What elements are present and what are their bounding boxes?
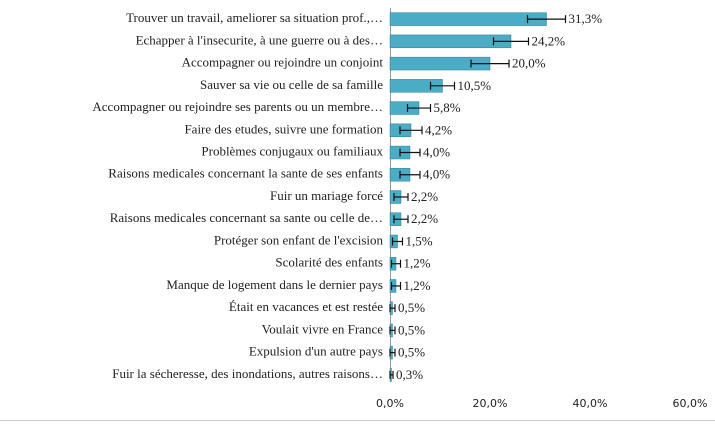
y-tick-label: Manque de logement dans le dernier pays [166,277,383,292]
error-bar [389,370,394,379]
error-bar [492,37,530,46]
x-tick-label: 60,0% [673,397,708,410]
value-label: 0,5% [398,345,425,360]
error-bar [393,215,409,224]
y-tick-label: Sauver sa vie ou celle de sa famille [200,77,383,92]
y-tick-label: Problèmes conjugaux ou familiaux [201,144,383,159]
y-tick-label: Faire des etudes, suivre une formation [184,121,383,136]
error-bar [390,281,402,290]
error-bar [389,304,396,313]
x-tick-label: 20,0% [473,397,508,410]
error-bar [399,148,421,157]
error-bar [391,237,404,246]
value-label: 31,3% [569,11,603,26]
y-tick-label: Fuir la sécheresse, des inondations, aut… [112,366,383,381]
value-label: 2,2% [411,189,438,204]
y-tick-label: Fuir un mariage forcé [270,188,383,203]
bar [389,34,512,49]
value-label: 4,0% [423,167,450,182]
value-label: 10,5% [458,78,492,93]
y-tick-label: Trouver un travail, ameliorer sa situati… [126,10,383,25]
y-tick-label: Raisons medicales concernant sa sante ou… [110,210,383,225]
value-label: 1,5% [406,233,433,248]
x-tick-label: 40,0% [573,397,608,410]
y-tick-label: Voulait vivre en France [262,321,384,336]
value-label: 1,2% [404,278,431,293]
error-bar [389,326,396,335]
value-label: 0,5% [398,322,425,337]
y-tick-label: Expulsion d'un autre pays [249,344,383,359]
value-label: 0,3% [396,367,423,382]
y-tick-label: Raisons medicales concernant la sante de… [108,166,383,181]
error-bar [390,259,402,268]
error-bar [406,104,432,113]
y-tick-label: Scolarité des enfants [275,255,383,270]
x-tick-label: 0,0% [376,397,404,410]
value-label: 2,2% [411,211,438,226]
y-tick-label: Accompagner ou rejoindre un conjoint [182,55,384,70]
y-tick-label: Protéger son enfant de l'excision [214,232,384,247]
y-tick-label: Était en vacances et est restée [229,299,383,314]
value-label: 0,5% [398,300,425,315]
value-label: 4,0% [423,145,450,160]
value-label: 20,0% [512,56,546,71]
y-tick-label: Accompagner ou rejoindre ses parents ou … [92,99,383,114]
value-label: 1,2% [404,256,431,271]
bar [389,12,547,26]
error-bar [399,170,421,179]
value-label: 4,2% [425,122,452,137]
y-tick-label: Echapper à l'insecurite, à une guerre ou… [136,32,383,47]
error-bar [526,15,567,24]
error-bar [399,126,423,135]
value-label: 5,8% [434,100,461,115]
value-label: 24,2% [532,33,566,48]
error-bar [470,59,510,68]
error-bar [429,81,456,90]
error-bar [389,348,396,357]
error-bar [393,193,409,201]
